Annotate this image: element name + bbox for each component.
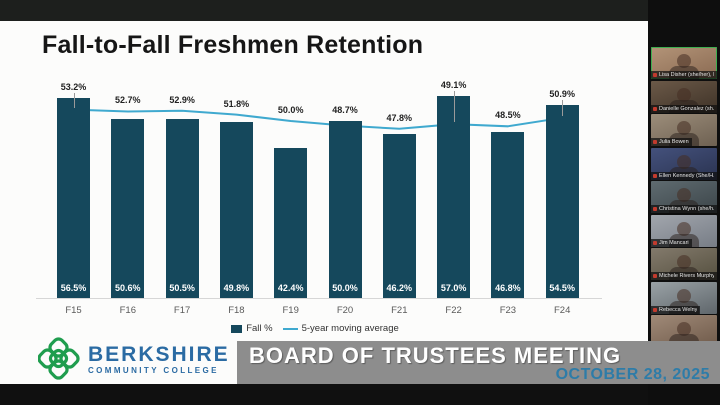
muted-mic-icon xyxy=(653,73,657,77)
slide-title: Fall-to-Fall Freshmen Retention xyxy=(42,31,424,59)
participant-name-tag: Julia Bowen xyxy=(651,138,692,146)
participant-video[interactable]: Danielle Gonzalez (sh... xyxy=(651,80,717,113)
muted-mic-icon xyxy=(653,240,657,245)
line-swatch-icon xyxy=(282,327,298,330)
participant-name-tag: Danielle Gonzalez (sh... xyxy=(651,104,717,113)
x-lab: F17 xyxy=(173,305,191,316)
bar xyxy=(491,132,525,298)
chart-baseline xyxy=(36,298,602,299)
bar-val: 57.0% xyxy=(440,283,467,293)
muted-mic-icon xyxy=(653,207,657,211)
leader xyxy=(73,92,75,108)
x-lab: F16 xyxy=(119,305,136,316)
avg-lab: 52.7% xyxy=(115,95,141,106)
participant-video[interactable]: Ellen Kennedy (She/H... xyxy=(651,147,717,180)
legend-fall-label: Fall % xyxy=(246,323,273,334)
bar-val: 46.8% xyxy=(495,283,521,293)
bar-val: 50.5% xyxy=(169,283,195,293)
bar xyxy=(165,119,199,298)
bar-val: 56.5% xyxy=(60,283,87,293)
participant-name: Rebecca Welny xyxy=(659,306,698,313)
participant-name-tag: Lisa Disher (she/her), Ber... xyxy=(651,71,717,79)
participants-strip: Lisa Disher (she/her), Ber... Danielle Go… xyxy=(648,0,720,405)
legend-fall: Fall % xyxy=(231,323,273,334)
participant-video[interactable]: Jim Mancari xyxy=(651,214,717,247)
participant-name-tag: Jim Mancari xyxy=(651,238,692,247)
participant-video[interactable]: Julia Bowen xyxy=(651,114,717,146)
participant-name: Michele Rivers Murphy xyxy=(659,273,714,279)
bar-val: 50.0% xyxy=(332,283,358,293)
participant-name-tag: Christina Wynn (she/h... xyxy=(651,205,717,213)
x-lab: F23 xyxy=(499,305,517,316)
legend-average-label: 5-year moving average xyxy=(301,323,399,334)
top-bar xyxy=(0,0,720,21)
avg-lab: 50.9% xyxy=(549,89,575,100)
participant-video[interactable]: Michele Rivers Murphy xyxy=(651,248,717,280)
legend-average: 5-year moving average xyxy=(282,323,399,334)
presentation-slide: Fall-to-Fall Freshmen Retention 56.5% F15… xyxy=(0,21,649,384)
avg-lab: 47.8% xyxy=(386,112,413,123)
avg-lab: 48.7% xyxy=(332,105,358,115)
participant-name: Christina Wynn (she/h... xyxy=(659,206,714,212)
participant-name-tag: Michele Rivers Murphy xyxy=(651,272,717,280)
participant-name-tag: Ellen Kennedy (She/H... xyxy=(651,171,717,180)
participant-video[interactable]: Rebecca Welny xyxy=(651,281,717,314)
muted-mic-icon xyxy=(653,106,657,111)
avg-lab: 49.1% xyxy=(440,80,467,91)
logo-text: BERKSHIRE COMMUNITY COLLEGE xyxy=(88,344,230,375)
x-lab: F18 xyxy=(228,305,245,316)
muted-mic-icon xyxy=(653,140,657,144)
bar-swatch-icon xyxy=(231,324,243,333)
participant-name: Danielle Gonzalez (sh... xyxy=(659,105,714,112)
banner-title: BOARD OF TRUSTEES MEETING xyxy=(249,343,622,368)
x-lab: F21 xyxy=(391,305,408,316)
bar-val: 54.5% xyxy=(549,283,575,293)
banner-date: OCTOBER 28, 2025 xyxy=(555,366,710,383)
celtic-knot-icon xyxy=(38,337,80,380)
muted-mic-icon xyxy=(653,274,657,278)
x-lab: F15 xyxy=(65,305,82,316)
participant-name: Ellen Kennedy (She/H... xyxy=(659,172,714,179)
logo-name: BERKSHIRE xyxy=(88,342,230,366)
bar-val: 49.8% xyxy=(223,283,250,293)
bar-val: 46.2% xyxy=(386,283,413,293)
bar xyxy=(382,134,416,298)
participant-video[interactable]: Christina Wynn (she/h... xyxy=(651,181,717,213)
participant-video[interactable]: Lisa Disher (she/her), Ber... xyxy=(651,47,717,79)
bar xyxy=(219,121,253,298)
avg-lab: 52.9% xyxy=(169,94,195,105)
avg-lab: 50.0% xyxy=(277,105,304,115)
bar xyxy=(545,105,579,298)
x-lab: F22 xyxy=(445,305,462,316)
chart-legend: Fall % 5-year moving average xyxy=(0,323,630,334)
meeting-banner: BOARD OF TRUSTEES MEETING OCTOBER 28, 20… xyxy=(237,341,720,384)
bar xyxy=(437,96,471,298)
college-logo: BERKSHIRE COMMUNITY COLLEGE xyxy=(38,337,230,381)
x-lab: F19 xyxy=(282,305,299,316)
moving-average-line xyxy=(73,108,563,130)
participant-name: Jim Mancari xyxy=(659,239,689,246)
leader xyxy=(562,100,564,116)
bar xyxy=(274,147,308,298)
participant-name: Lisa Disher (she/her), Ber... xyxy=(659,72,714,78)
leader xyxy=(453,91,455,123)
bar-val: 42.4% xyxy=(277,283,304,293)
retention-chart: 56.5% F15 53.2% 50.6% F16 52.7% 50.5% F17 52.9% 4… xyxy=(0,21,649,384)
bar-val: 50.6% xyxy=(115,283,141,293)
logo-subtitle: COMMUNITY COLLEGE xyxy=(88,365,219,375)
bar xyxy=(328,121,362,298)
bar xyxy=(57,97,90,298)
avg-lab: 48.5% xyxy=(495,110,521,121)
x-lab: F24 xyxy=(554,305,571,316)
muted-mic-icon xyxy=(653,173,657,178)
participant-name-tag: Rebecca Welny xyxy=(651,305,701,314)
x-lab: F20 xyxy=(336,305,354,316)
avg-lab: 51.8% xyxy=(223,98,250,109)
muted-mic-icon xyxy=(653,307,657,312)
bar xyxy=(111,118,145,298)
avg-lab: 53.2% xyxy=(60,81,87,92)
participant-name: Julia Bowen xyxy=(659,139,689,145)
